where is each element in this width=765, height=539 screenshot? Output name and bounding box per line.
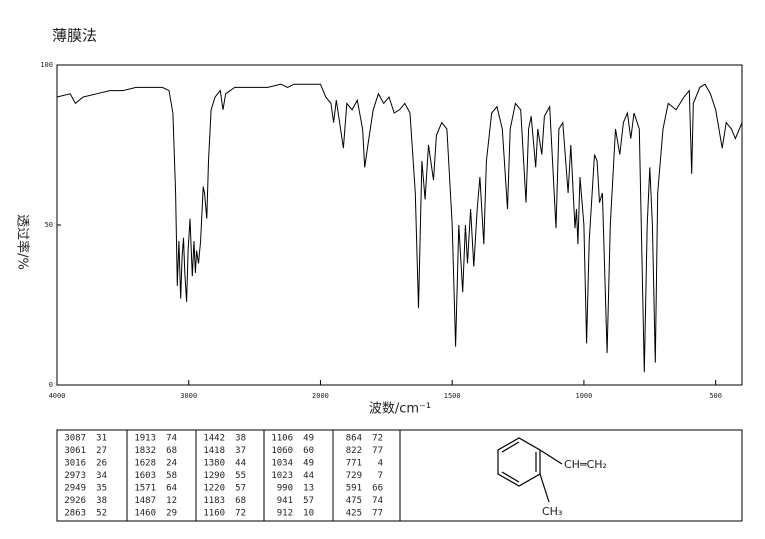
bond	[539, 473, 550, 503]
y-tick-label: 50	[45, 221, 53, 229]
peak-intensity: 24	[166, 459, 177, 469]
plot-frame	[56, 64, 743, 386]
peak-intensity: 57	[235, 484, 246, 494]
peak-wavenumber: 1160	[203, 509, 225, 519]
peak-wavenumber: 2863	[64, 509, 86, 519]
peak-wavenumber: 864	[346, 434, 362, 444]
ring	[497, 437, 541, 487]
x-tick-label: 1000	[575, 392, 592, 400]
peak-intensity: 34	[96, 471, 107, 481]
peak-wavenumber: 912	[277, 509, 293, 519]
peak-intensity: 38	[235, 434, 246, 444]
peak-intensity: 57	[303, 496, 314, 506]
peak-wavenumber: 1913	[134, 434, 156, 444]
peak-wavenumber: 1106	[271, 434, 293, 444]
peak-wavenumber: 1832	[134, 446, 156, 456]
peak-intensity: 68	[235, 496, 246, 506]
peak-wavenumber: 1380	[203, 459, 225, 469]
y-tick-label: 100	[40, 61, 53, 69]
benzene-ring	[497, 437, 563, 503]
peak-wavenumber: 3087	[64, 434, 86, 444]
peak-intensity: 10	[303, 509, 314, 519]
vinyl-label: CH═CH₂	[564, 458, 607, 471]
peak-intensity: 52	[96, 509, 107, 519]
peak-wavenumber: 822	[346, 446, 362, 456]
peak-intensity: 72	[235, 509, 246, 519]
peak-wavenumber: 1603	[134, 471, 156, 481]
peak-wavenumber: 1487	[134, 496, 156, 506]
peak-intensity: 4	[378, 459, 383, 469]
peak-wavenumber: 1060	[271, 446, 293, 456]
peak-intensity: 77	[372, 509, 383, 519]
x-tick-label: 2000	[312, 392, 329, 400]
double-bond	[501, 441, 520, 453]
chart-title: 薄膜法	[52, 27, 97, 45]
peak-wavenumber: 1460	[134, 509, 156, 519]
peak-wavenumber: 2973	[64, 471, 86, 481]
peak-intensity: 13	[303, 484, 314, 494]
peak-intensity: 38	[96, 496, 107, 506]
peak-wavenumber: 2949	[64, 484, 86, 494]
peak-intensity: 29	[166, 509, 177, 519]
peak-intensity: 12	[166, 496, 177, 506]
peak-wavenumber: 1628	[134, 459, 156, 469]
x-tick-label: 1500	[444, 392, 461, 400]
peak-intensity: 35	[96, 484, 107, 494]
peak-wavenumber: 475	[346, 496, 362, 506]
peak-wavenumber: 1442	[203, 434, 225, 444]
peak-intensity: 44	[303, 471, 314, 481]
y-axis-label: 透过率/%	[15, 214, 31, 270]
peak-wavenumber: 941	[277, 496, 293, 506]
peak-intensity: 55	[235, 471, 246, 481]
peak-intensity: 74	[372, 496, 383, 506]
peak-intensity: 66	[372, 484, 383, 494]
x-tick-label: 4000	[49, 392, 66, 400]
peak-intensity: 49	[303, 434, 314, 444]
peak-wavenumber: 591	[346, 484, 362, 494]
peak-wavenumber: 1183	[203, 496, 225, 506]
peak-wavenumber: 1220	[203, 484, 225, 494]
table-dividers	[126, 430, 401, 521]
methyl-label: CH₃	[542, 505, 562, 518]
peak-intensity: 26	[96, 459, 107, 469]
double-bond	[501, 471, 520, 483]
x-tick-label: 3000	[180, 392, 197, 400]
peak-wavenumber: 1290	[203, 471, 225, 481]
peak-wavenumber: 2926	[64, 496, 86, 506]
peak-intensity: 68	[166, 446, 177, 456]
x-tick-label: 500	[709, 392, 722, 400]
peak-intensity: 49	[303, 459, 314, 469]
peak-wavenumber: 990	[277, 484, 293, 494]
peak-wavenumber: 425	[346, 509, 362, 519]
peak-intensity: 44	[235, 459, 246, 469]
peak-wavenumber: 1023	[271, 471, 293, 481]
peak-intensity: 64	[166, 484, 177, 494]
peak-wavenumber: 1418	[203, 446, 225, 456]
y-tick-label: 0	[49, 381, 53, 389]
peak-intensity: 27	[96, 446, 107, 456]
bond	[539, 449, 563, 465]
peak-wavenumber: 3016	[64, 459, 86, 469]
peak-wavenumber: 1034	[271, 459, 293, 469]
peak-intensity: 31	[96, 434, 107, 444]
x-axis-label: 波数/cm⁻¹	[369, 402, 431, 417]
spectrum-line	[56, 83, 743, 373]
peak-intensity: 58	[166, 471, 177, 481]
peak-wavenumber: 3061	[64, 446, 86, 456]
peak-intensity: 37	[235, 446, 246, 456]
peak-wavenumber: 1571	[134, 484, 156, 494]
peak-intensity: 72	[372, 434, 383, 444]
peak-wavenumber: 729	[346, 471, 362, 481]
peak-intensity: 7	[378, 471, 383, 481]
peak-intensity: 74	[166, 434, 177, 444]
peak-intensity: 60	[303, 446, 314, 456]
peak-intensity: 77	[372, 446, 383, 456]
peak-wavenumber: 771	[346, 459, 362, 469]
